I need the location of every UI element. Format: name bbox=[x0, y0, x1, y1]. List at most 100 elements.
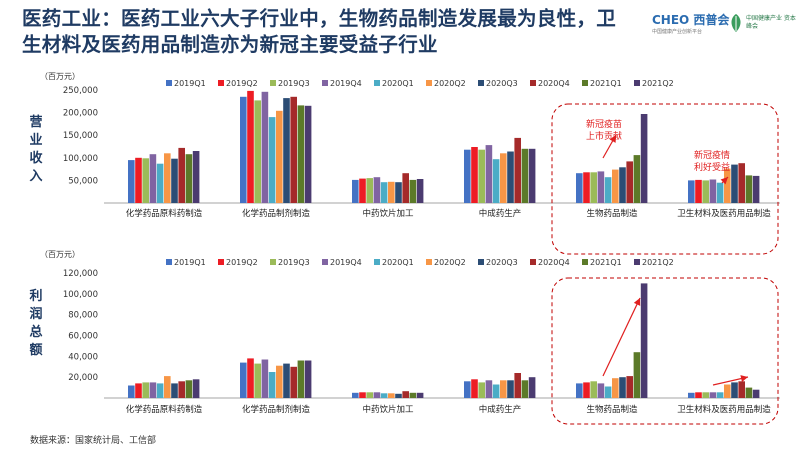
category-label: 中药饮片加工 bbox=[362, 208, 414, 219]
bar bbox=[171, 383, 178, 398]
bar bbox=[359, 392, 366, 398]
legend-swatch bbox=[426, 259, 432, 265]
bar bbox=[724, 168, 731, 203]
page-title: 医药工业：医药工业六大子行业中，生物药品制造发展最为良性，卫生材料及医药用品制造… bbox=[22, 7, 617, 56]
legend-label: 2019Q3 bbox=[278, 79, 310, 88]
bar bbox=[492, 384, 500, 398]
bar bbox=[738, 163, 745, 203]
bar bbox=[135, 383, 142, 398]
bar bbox=[268, 372, 276, 398]
y-tick-label: 50,000 bbox=[68, 176, 98, 186]
y-tick-label: 40,000 bbox=[68, 352, 98, 362]
legend-swatch bbox=[582, 259, 588, 265]
category-label: 化学药品制剂制造 bbox=[242, 208, 311, 219]
bar bbox=[366, 392, 373, 398]
bar bbox=[633, 155, 641, 203]
category-label: 生物药品制造 bbox=[586, 404, 638, 415]
bar bbox=[395, 393, 402, 398]
highlight-box bbox=[551, 277, 779, 425]
bar bbox=[514, 137, 521, 203]
bar bbox=[507, 151, 514, 203]
bar bbox=[128, 160, 135, 203]
bar bbox=[373, 177, 381, 203]
cheo-logo-text: CHEO 西普会 bbox=[652, 13, 730, 27]
bar bbox=[688, 180, 695, 203]
bar bbox=[304, 105, 312, 203]
legend-label: 2019Q2 bbox=[226, 79, 258, 88]
trend-arrows bbox=[602, 134, 729, 185]
legend: 2019Q1 2019Q2 2019Q3 2019Q4 2020Q1 2020Q2 2020… bbox=[166, 79, 674, 88]
bar bbox=[366, 178, 373, 203]
bar bbox=[716, 182, 724, 203]
unit-label: （百万元） bbox=[40, 250, 80, 259]
bar bbox=[507, 380, 514, 398]
legend-label: 2020Q2 bbox=[434, 258, 466, 267]
bar bbox=[142, 158, 149, 203]
y-tick-label: 200,000 bbox=[63, 109, 98, 119]
bar bbox=[590, 381, 597, 398]
legend-label: 2019Q1 bbox=[174, 258, 206, 267]
side-label-char: 收 bbox=[29, 150, 43, 166]
legend-label: 2020Q2 bbox=[434, 79, 466, 88]
side-label-char: 利 bbox=[29, 288, 42, 304]
trend-arrow-head bbox=[740, 375, 748, 382]
legend-swatch bbox=[582, 80, 588, 86]
category-label: 卫生材料及医药用品制造 bbox=[677, 404, 771, 415]
legend-swatch bbox=[270, 80, 276, 86]
bar bbox=[395, 182, 402, 203]
legend-label: 2021Q2 bbox=[642, 258, 674, 267]
bar bbox=[380, 182, 388, 203]
bar bbox=[500, 380, 507, 398]
category-label: 化学药品制剂制造 bbox=[242, 404, 311, 415]
side-label-char: 入 bbox=[29, 169, 42, 184]
bar bbox=[478, 149, 485, 203]
bar bbox=[521, 148, 529, 203]
legend-swatch bbox=[478, 80, 484, 86]
bar bbox=[702, 180, 709, 203]
bar bbox=[640, 283, 648, 398]
bar bbox=[521, 380, 529, 398]
legend: 2019Q1 2019Q2 2019Q3 2019Q4 2020Q1 2020Q2 2020… bbox=[166, 258, 674, 267]
legend-swatch bbox=[478, 259, 484, 265]
annotation-text: 新冠疫苗 bbox=[586, 118, 622, 130]
legend-label: 2021Q1 bbox=[590, 258, 622, 267]
bar bbox=[695, 179, 702, 203]
legend-label: 2020Q1 bbox=[382, 258, 414, 267]
bar bbox=[254, 100, 261, 203]
side-label-char: 总 bbox=[29, 324, 42, 340]
y-tick-label: 100,000 bbox=[63, 154, 98, 164]
bar bbox=[352, 392, 359, 398]
legend-label: 2019Q4 bbox=[330, 258, 362, 267]
category-label: 卫生材料及医药用品制造 bbox=[677, 208, 771, 219]
category-label: 中成药生产 bbox=[479, 404, 522, 415]
legend-label: 2020Q1 bbox=[382, 79, 414, 88]
bar bbox=[724, 384, 731, 398]
y-tick-label: 120,000 bbox=[63, 269, 98, 279]
bar bbox=[485, 145, 493, 203]
bar bbox=[156, 383, 164, 398]
legend-label: 2019Q1 bbox=[174, 79, 206, 88]
bar bbox=[590, 172, 597, 203]
legend-swatch bbox=[166, 259, 172, 265]
side-label-char: 润 bbox=[29, 306, 42, 322]
category-label: 化学药品原料药制造 bbox=[126, 208, 203, 219]
capital-summit-logo-text: 中国健康产业 资本峰会 bbox=[746, 15, 796, 30]
y-tick-label: 60,000 bbox=[68, 332, 98, 342]
bar bbox=[528, 148, 536, 203]
bar bbox=[709, 392, 717, 398]
annotation-text: 利好受益 bbox=[694, 161, 730, 173]
highlight-box bbox=[551, 103, 779, 255]
bar bbox=[528, 377, 536, 398]
bar bbox=[583, 172, 590, 203]
bar bbox=[149, 154, 157, 203]
bar bbox=[192, 151, 200, 203]
bar bbox=[576, 173, 583, 203]
y-tick-label: 20,000 bbox=[68, 373, 98, 383]
bar bbox=[619, 377, 626, 398]
bar bbox=[402, 391, 409, 398]
